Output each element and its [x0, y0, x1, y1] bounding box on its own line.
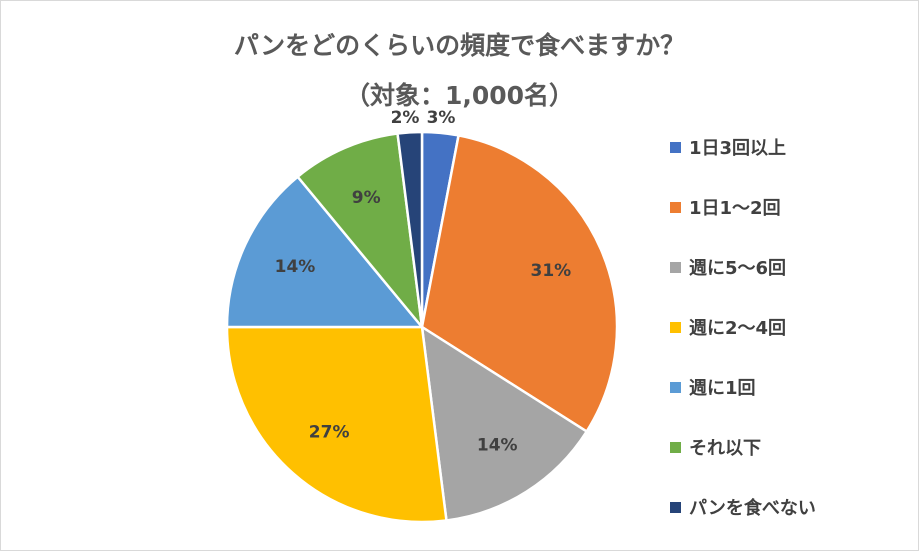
legend-swatch — [670, 441, 681, 453]
data-label-4: 27% — [309, 422, 350, 442]
data-label-6: 9% — [352, 188, 381, 208]
data-label-3: 14% — [477, 436, 518, 456]
legend-label: 週に5～6回 — [689, 258, 787, 279]
legend-label: パンを食べない — [689, 498, 816, 519]
legend-swatch — [670, 501, 681, 513]
legend-swatch — [670, 321, 681, 333]
legend-item: 1日3回以上 — [670, 134, 786, 160]
legend-swatch — [670, 141, 681, 153]
legend-item: それ以下 — [670, 434, 761, 460]
legend-swatch — [670, 201, 681, 213]
legend-item: 1日1～2回 — [670, 194, 781, 220]
legend-item: パンを食べない — [670, 494, 816, 520]
legend-label: 週に1回 — [689, 378, 756, 399]
pie-slice-7 — [396, 130, 424, 328]
legend-label: 1日3回以上 — [689, 138, 787, 159]
legend-label: それ以下 — [689, 438, 761, 459]
data-label-1: 3% — [427, 108, 456, 128]
data-label-7: 2% — [391, 108, 420, 128]
pie-slice-3 — [420, 324, 589, 522]
legend-label: 1日1～2回 — [689, 198, 781, 219]
pie-slice-6 — [295, 132, 424, 332]
legend-label: 週に2～4回 — [689, 318, 787, 339]
pie-slice-4 — [225, 325, 448, 524]
chart-title: パンをどのくらいの頻度で食べますか？ — [233, 31, 686, 60]
chart-subtitle: （対象：1,000名） — [344, 81, 575, 110]
legend-swatch — [670, 381, 681, 393]
legend-item: 週に2～4回 — [670, 314, 786, 340]
legend-item: 週に1回 — [670, 374, 756, 400]
data-label-5: 14% — [275, 257, 316, 277]
data-label-2: 31% — [531, 261, 572, 281]
pie-slice-5 — [225, 174, 425, 329]
legend-swatch — [670, 261, 681, 273]
legend-item: 週に5～6回 — [670, 254, 786, 280]
